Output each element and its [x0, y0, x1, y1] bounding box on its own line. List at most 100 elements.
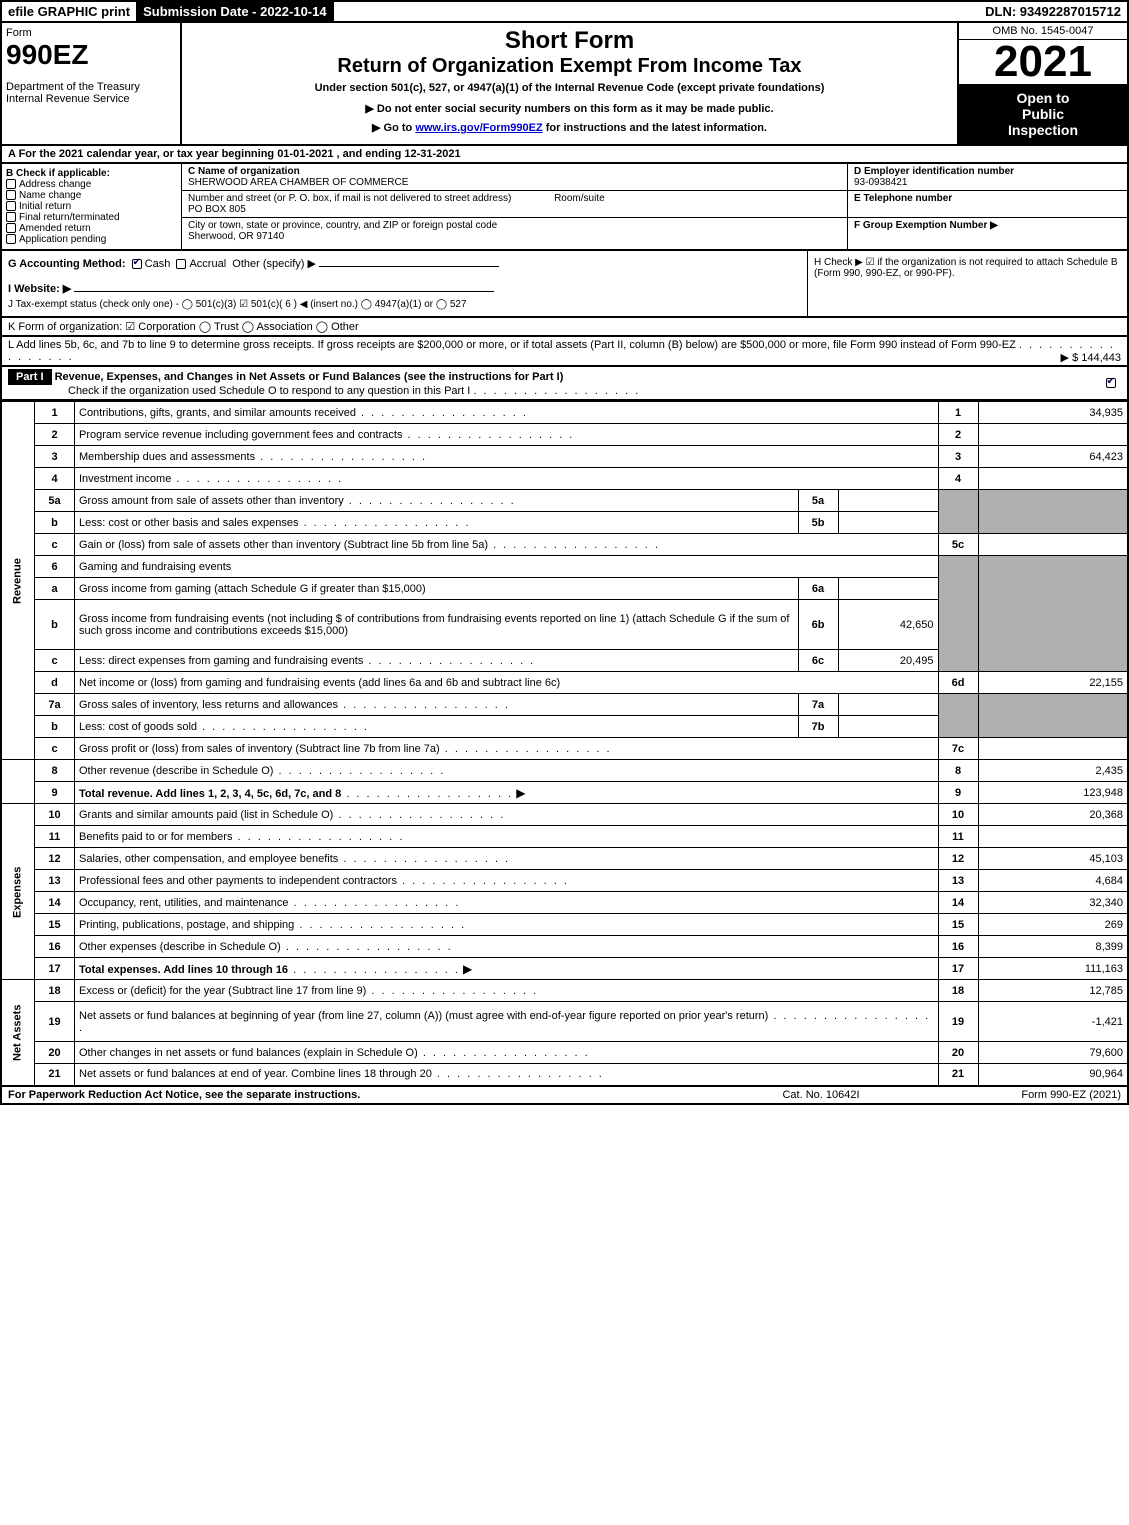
checkbox-icon — [176, 259, 186, 269]
open-line-3: Inspection — [965, 122, 1121, 138]
g-label: G Accounting Method: — [8, 258, 126, 270]
subval — [838, 490, 938, 512]
check-address-change[interactable]: Address change — [6, 179, 177, 190]
subval: 42,650 — [838, 600, 938, 650]
section-i-website: I Website: ▶ — [8, 282, 801, 295]
check-final-return[interactable]: Final return/terminated — [6, 212, 177, 223]
cat-number: Cat. No. 10642I — [721, 1089, 921, 1101]
part-i-checkbox[interactable] — [1097, 377, 1127, 389]
form-label: Form — [6, 27, 176, 39]
outval: 90,964 — [978, 1064, 1128, 1086]
outno: 13 — [938, 870, 978, 892]
line-9: 9 Total revenue. Add lines 1, 2, 3, 4, 5… — [1, 782, 1128, 804]
line-desc: Professional fees and other payments to … — [79, 875, 397, 887]
lineno: 5a — [35, 490, 75, 512]
outval — [978, 534, 1128, 556]
return-title: Return of Organization Exempt From Incom… — [186, 55, 953, 78]
outval — [978, 738, 1128, 760]
g-accrual: Accrual — [189, 258, 226, 270]
c-city-label: City or town, state or province, country… — [188, 220, 497, 231]
section-gh: G Accounting Method: Cash Accrual Other … — [0, 251, 1129, 318]
dots — [488, 539, 660, 551]
tax-year: 2021 — [959, 40, 1127, 84]
line-19: 19 Net assets or fund balances at beginn… — [1, 1002, 1128, 1042]
outno: 21 — [938, 1064, 978, 1086]
lineno: 11 — [35, 826, 75, 848]
outval: 111,163 — [978, 958, 1128, 980]
org-city: Sherwood, OR 97140 — [188, 231, 284, 242]
subno: 7a — [798, 694, 838, 716]
part-i-label-wrap: Part I Revenue, Expenses, and Changes in… — [2, 367, 1097, 399]
line-desc: Printing, publications, postage, and shi… — [79, 919, 294, 931]
lineno: 10 — [35, 804, 75, 826]
line-desc: Less: direct expenses from gaming and fu… — [79, 655, 363, 667]
goto-suffix: for instructions and the latest informat… — [543, 122, 767, 134]
lineno: c — [35, 650, 75, 672]
dots — [232, 831, 404, 843]
outval — [978, 826, 1128, 848]
grey-cell — [938, 556, 978, 672]
grey-cell — [978, 694, 1128, 738]
outno: 2 — [938, 424, 978, 446]
outval — [978, 468, 1128, 490]
line-6d: d Net income or (loss) from gaming and f… — [1, 672, 1128, 694]
outno: 10 — [938, 804, 978, 826]
line-3: 3 Membership dues and assessments 3 64,4… — [1, 446, 1128, 468]
dots — [288, 964, 460, 976]
outno: 1 — [938, 402, 978, 424]
outno: 11 — [938, 826, 978, 848]
lineno: d — [35, 672, 75, 694]
line-14: 14 Occupancy, rent, utilities, and maint… — [1, 892, 1128, 914]
checkbox-checked-icon — [132, 259, 142, 269]
dept-treasury: Department of the Treasury — [6, 81, 176, 93]
line-desc: Gross sales of inventory, less returns a… — [79, 699, 338, 711]
line-18: Net Assets 18 Excess or (deficit) for th… — [1, 980, 1128, 1002]
checkbox-icon — [6, 190, 16, 200]
d-ein-block: D Employer identification number 93-0938… — [848, 164, 1127, 191]
grey-cell — [938, 694, 978, 738]
lineno: 4 — [35, 468, 75, 490]
c-name-label: C Name of organization — [188, 166, 300, 177]
efile-print-link[interactable]: efile GRAPHIC print — [2, 2, 137, 21]
part-i-header-row: Part I Revenue, Expenses, and Changes in… — [0, 367, 1129, 401]
line-desc: Net income or (loss) from gaming and fun… — [79, 677, 560, 689]
check-initial-return[interactable]: Initial return — [6, 201, 177, 212]
dots — [402, 429, 574, 441]
b-item-3: Final return/terminated — [19, 212, 120, 223]
lineno: 20 — [35, 1042, 75, 1064]
outval — [978, 424, 1128, 446]
check-application-pending[interactable]: Application pending — [6, 234, 177, 245]
line-1: Revenue 1 Contributions, gifts, grants, … — [1, 402, 1128, 424]
section-bcdef: B Check if applicable: Address change Na… — [0, 164, 1129, 251]
check-name-change[interactable]: Name change — [6, 190, 177, 201]
ssn-warning: ▶ Do not enter social security numbers o… — [186, 102, 953, 115]
f-label: F Group Exemption Number ▶ — [854, 220, 998, 231]
outval: 79,600 — [978, 1042, 1128, 1064]
section-a-taxyear: A For the 2021 calendar year, or tax yea… — [0, 146, 1129, 164]
b-item-1: Name change — [19, 190, 81, 201]
lineno: 19 — [35, 1002, 75, 1042]
outval: 12,785 — [978, 980, 1128, 1002]
paperwork-notice: For Paperwork Reduction Act Notice, see … — [8, 1089, 721, 1101]
line-12: 12 Salaries, other compensation, and emp… — [1, 848, 1128, 870]
lineno: 18 — [35, 980, 75, 1002]
line-desc: Total revenue. Add lines 1, 2, 3, 4, 5c,… — [79, 788, 341, 800]
open-line-1: Open to — [965, 90, 1121, 106]
outval: -1,421 — [978, 1002, 1128, 1042]
c-addr-label: Number and street (or P. O. box, if mail… — [188, 193, 511, 204]
netassets-vertical-label: Net Assets — [1, 980, 35, 1086]
header-center: Short Form Return of Organization Exempt… — [182, 23, 957, 144]
dots — [289, 897, 461, 909]
check-amended-return[interactable]: Amended return — [6, 223, 177, 234]
g-accounting: G Accounting Method: Cash Accrual Other … — [8, 257, 801, 270]
outno: 15 — [938, 914, 978, 936]
subval — [838, 694, 938, 716]
lineno: 12 — [35, 848, 75, 870]
irs-link[interactable]: www.irs.gov/Form990EZ — [415, 122, 542, 134]
line-desc: Net assets or fund balances at end of ye… — [79, 1068, 432, 1080]
line-desc: Occupancy, rent, utilities, and maintena… — [79, 897, 289, 909]
section-j-tax-exempt: J Tax-exempt status (check only one) - ◯… — [8, 299, 801, 310]
outno: 5c — [938, 534, 978, 556]
lineno: 8 — [35, 760, 75, 782]
subval — [838, 578, 938, 600]
